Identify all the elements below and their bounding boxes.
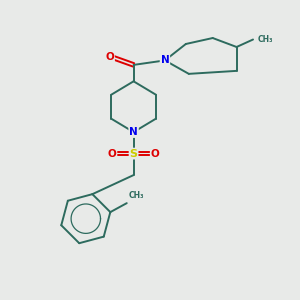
Text: O: O bbox=[105, 52, 114, 62]
Text: O: O bbox=[151, 148, 160, 159]
Text: O: O bbox=[108, 148, 116, 159]
Text: CH₃: CH₃ bbox=[128, 190, 144, 200]
Text: CH₃: CH₃ bbox=[257, 35, 273, 44]
Text: S: S bbox=[130, 148, 138, 159]
Text: N: N bbox=[160, 56, 169, 65]
Text: N: N bbox=[129, 127, 138, 137]
